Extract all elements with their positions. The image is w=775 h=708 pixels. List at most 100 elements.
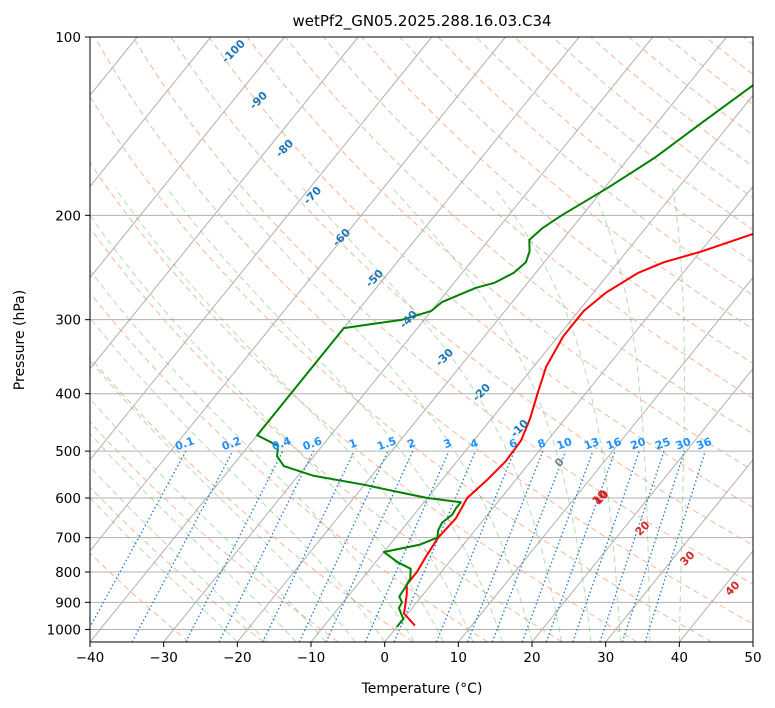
x-tick-label: −20 xyxy=(223,650,252,666)
dry-adiabat-line xyxy=(90,161,638,642)
dewpoint-profile-line xyxy=(256,84,753,628)
x-tick-label: −40 xyxy=(76,650,105,666)
y-tick-label: 100 xyxy=(55,30,81,46)
isotherm-line xyxy=(90,37,433,461)
mixing-ratio-line xyxy=(325,450,414,642)
y-tick-label: 1000 xyxy=(47,622,81,638)
dry-adiabat-line xyxy=(90,486,264,642)
mixing-ratio-line xyxy=(262,450,355,642)
dry-adiabat-line xyxy=(170,37,753,546)
dry-adiabat-line xyxy=(437,37,753,296)
moist-adiabat-line xyxy=(302,187,562,642)
profile-series xyxy=(256,84,753,628)
moist-adiabat-line xyxy=(90,465,268,642)
dry-adiabat-line xyxy=(90,95,712,642)
y-tick-label: 800 xyxy=(55,565,81,581)
mixing-ratio-label: 8 xyxy=(536,436,548,451)
chart-title: wetPf2_GN05.2025.288.16.03.C34 xyxy=(292,12,551,31)
dry-adiabat-line xyxy=(90,227,563,642)
y-tick-label: 600 xyxy=(55,491,81,507)
moist-adiabat-line xyxy=(672,188,685,642)
mixing-ratio-line xyxy=(218,450,315,642)
moist-adiabat-line xyxy=(90,397,327,642)
x-tick-label: 40 xyxy=(671,650,688,666)
isotherm-line xyxy=(163,37,654,642)
isotherm-line xyxy=(90,37,212,188)
moist-adiabat-line xyxy=(591,187,651,642)
mixing-ratio-line xyxy=(521,450,594,642)
dry-adiabat-line xyxy=(361,37,753,364)
x-tick-label: 20 xyxy=(523,650,540,666)
x-axis-label: Temperature (°C) xyxy=(361,681,483,697)
mixing-ratio-label: 6 xyxy=(507,436,519,451)
dry-adiabat-line xyxy=(246,37,753,471)
mixing-ratio-label: 0.1 xyxy=(173,434,196,453)
y-axis-ticks: 100 200 300 400 500 600 700 800 900 1000 xyxy=(47,30,90,638)
mixing-ratio-line xyxy=(644,450,706,642)
mixing-ratio-label: 4 xyxy=(468,436,480,451)
mixing-ratio-label: 0.2 xyxy=(220,434,243,453)
isotherm-line xyxy=(90,37,506,552)
dry-adiabat-line xyxy=(514,37,753,231)
y-tick-label: 500 xyxy=(55,444,81,460)
dry-adiabat-line xyxy=(90,291,488,642)
dry-adiabat-line xyxy=(475,37,753,263)
moist-adiabat-line xyxy=(166,187,503,642)
isotherm-line xyxy=(90,37,285,279)
dry-adiabat-label: -70 xyxy=(301,184,324,207)
moist-adiabat-line xyxy=(90,359,356,642)
y-tick-label: 700 xyxy=(55,531,81,547)
dry-adiabat-line xyxy=(399,37,753,330)
moist-adiabat-line xyxy=(227,187,533,642)
mixing-ratio-label: 20 xyxy=(629,435,648,453)
mixing-ratio-label: 0.6 xyxy=(301,434,324,453)
dry-adiabat-line xyxy=(666,37,753,106)
isotherm-line xyxy=(605,458,753,642)
dry-adiabat-line xyxy=(132,37,753,585)
dry-adiabat-label: -40 xyxy=(397,308,420,331)
dry-adiabat-line xyxy=(90,421,339,642)
isotherm-line xyxy=(236,37,727,642)
x-axis-ticks: −40 −30 −20 −10 0 10 20 30 40 50 xyxy=(76,642,762,666)
dry-adiabat-label: -20 xyxy=(470,381,493,404)
dry-adiabat-line xyxy=(94,37,753,625)
isobar-grid xyxy=(90,37,753,630)
isotherm-line xyxy=(384,185,753,642)
mixing-ratio-line xyxy=(599,450,665,642)
mixing-ratio-label: 1 xyxy=(347,436,359,451)
mixing-ratio-line xyxy=(621,450,686,642)
isotherm-line xyxy=(0,37,63,642)
dry-adiabat-line xyxy=(742,37,753,46)
moist-adiabats xyxy=(90,187,685,642)
mixing-ratio-line xyxy=(393,450,477,642)
temperature-profile-line xyxy=(403,232,753,627)
mixing-ratio-label: 30 xyxy=(674,435,693,453)
y-tick-label: 900 xyxy=(55,595,81,611)
x-tick-label: −30 xyxy=(149,650,178,666)
isotherm-line xyxy=(457,276,753,642)
x-tick-label: −10 xyxy=(297,650,326,666)
dry-adiabat-label: -100 xyxy=(219,37,248,66)
isotherm-line xyxy=(310,94,753,642)
y-tick-label: 200 xyxy=(55,208,81,224)
y-tick-label: 300 xyxy=(55,313,81,329)
dry-adiabat-line xyxy=(90,552,190,642)
mixing-ratio-line xyxy=(298,450,389,642)
dry-adiabat-label: -90 xyxy=(247,89,270,112)
x-tick-label: 0 xyxy=(380,650,389,666)
y-tick-label: 400 xyxy=(55,387,81,403)
moist-adiabat-line xyxy=(493,187,621,642)
x-tick-label: 50 xyxy=(744,650,761,666)
mixing-ratio-lines xyxy=(90,450,706,642)
dry-adiabats xyxy=(90,37,753,642)
moist-adiabat-line xyxy=(114,187,474,642)
mixing-ratio-line xyxy=(90,450,187,629)
x-tick-label: 30 xyxy=(597,650,614,666)
mixing-ratio-label: 25 xyxy=(653,435,672,452)
isotherm-line xyxy=(531,367,753,642)
mixing-ratio-label: 10 xyxy=(555,435,574,453)
dry-adiabat-label: -30 xyxy=(433,346,456,369)
isotherm-line xyxy=(90,37,359,370)
mixing-ratio-line xyxy=(466,450,544,642)
